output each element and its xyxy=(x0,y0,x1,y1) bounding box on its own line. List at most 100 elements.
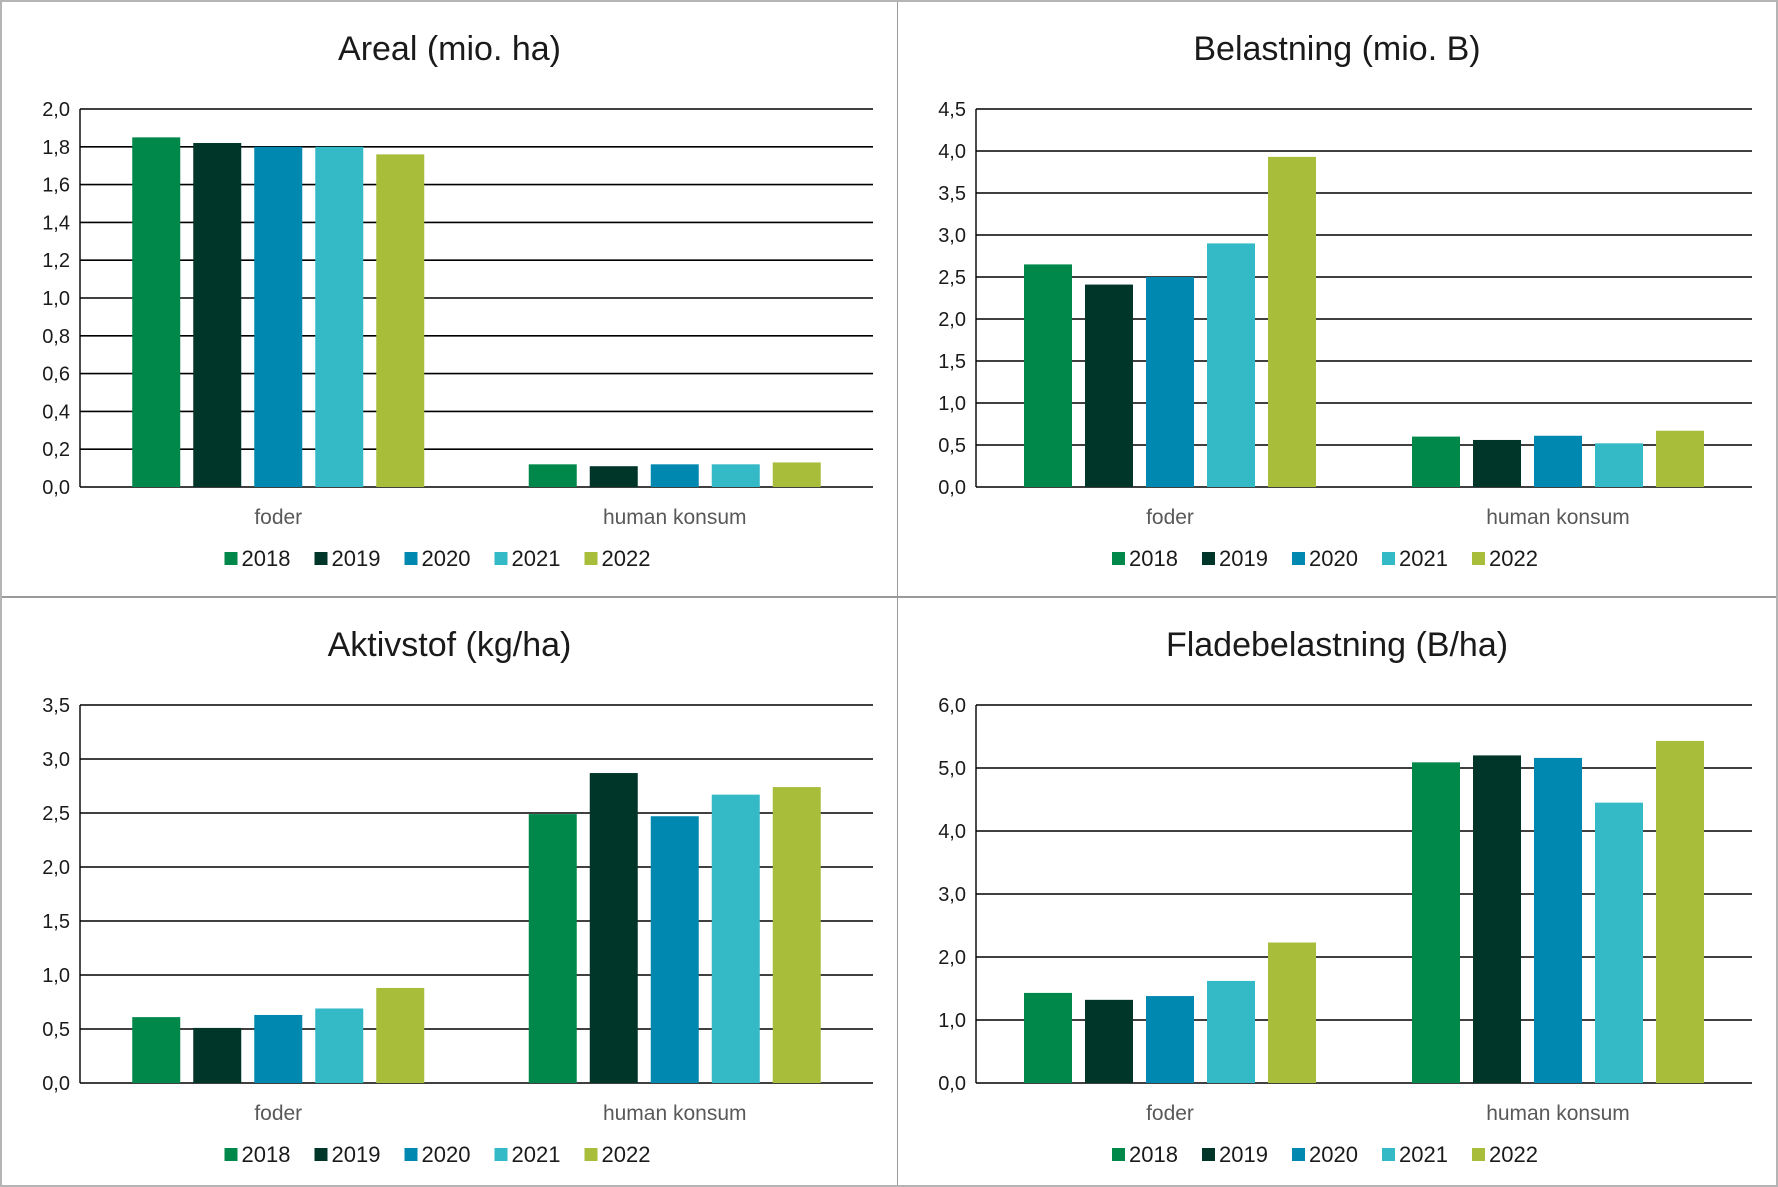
bar xyxy=(1412,762,1460,1083)
legend-swatch xyxy=(404,552,418,565)
bar xyxy=(254,1014,303,1083)
legend-swatch xyxy=(1112,552,1125,565)
y-tick-label: 0,2 xyxy=(42,439,70,461)
legend-label: 2020 xyxy=(422,546,471,571)
y-tick-label: 4,0 xyxy=(938,141,966,163)
bar xyxy=(589,466,638,487)
y-tick-label: 6,0 xyxy=(938,695,966,717)
legend-swatch xyxy=(494,552,508,565)
y-tick-label: 5,0 xyxy=(938,758,966,780)
bar xyxy=(132,1017,181,1083)
legend-swatch xyxy=(584,1148,598,1161)
legend-swatch xyxy=(584,552,598,565)
y-tick-label: 1,0 xyxy=(938,1010,966,1032)
legend-swatch xyxy=(404,1148,418,1161)
bar xyxy=(254,146,303,488)
y-tick-label: 3,0 xyxy=(42,749,70,771)
y-tick-label: 1,2 xyxy=(42,250,70,272)
bar xyxy=(650,816,699,1083)
chart-title: Areal (mio. ha) xyxy=(338,30,561,68)
y-tick-label: 2,0 xyxy=(938,947,966,969)
y-tick-label: 0,0 xyxy=(42,1073,70,1095)
y-tick-label: 2,0 xyxy=(938,309,966,331)
bar xyxy=(1024,992,1072,1083)
bar xyxy=(528,464,577,487)
bar xyxy=(193,143,242,487)
bar xyxy=(376,154,425,488)
bar xyxy=(1656,430,1704,487)
legend-label: 2019 xyxy=(332,546,381,571)
legend-label: 2019 xyxy=(1219,546,1268,571)
y-tick-label: 0,0 xyxy=(938,1073,966,1095)
y-tick-label: 3,0 xyxy=(938,225,966,247)
legend-label: 2021 xyxy=(1399,1142,1448,1167)
x-category-label: human konsum xyxy=(1486,1102,1630,1125)
legend-label: 2019 xyxy=(332,1142,381,1167)
chart-panel-areal: Areal (mio. ha) 0,0 0,2 0,4 0,6 0,8 1,0 1,2 1,4… xyxy=(2,2,898,598)
bar xyxy=(132,137,181,487)
y-tick-label: 1,5 xyxy=(42,911,70,933)
bar xyxy=(1268,156,1316,487)
legend-swatch xyxy=(1292,1148,1305,1161)
legend-label: 2018 xyxy=(242,546,291,571)
bar xyxy=(1024,264,1072,487)
bar xyxy=(1146,277,1194,487)
x-category-label: human konsum xyxy=(603,506,747,529)
bar xyxy=(1473,439,1521,487)
legend-label: 2018 xyxy=(242,1142,291,1167)
legend-swatch xyxy=(1202,1148,1215,1161)
legend-label: 2020 xyxy=(422,1142,471,1167)
y-tick-label: 3,5 xyxy=(42,695,70,717)
bar xyxy=(1085,999,1133,1083)
bar xyxy=(711,464,760,487)
legend-label: 2020 xyxy=(1309,1142,1358,1167)
y-tick-label: 2,0 xyxy=(42,99,70,121)
chart-title: Belastning (mio. B) xyxy=(1193,30,1480,68)
x-category-label: human konsum xyxy=(603,1102,747,1125)
chart-belastning: Belastning (mio. B) 0,0 0,5 1,0 1,5 2,0 2,5 3,… xyxy=(938,30,1752,571)
y-tick-label: 0,5 xyxy=(42,1019,70,1041)
legend-label: 2018 xyxy=(1129,546,1178,571)
chart-aktivstof: Aktivstof (kg/ha) 0,0 0,5 1,0 1,5 2,0 2,5 3,0 3… xyxy=(42,626,873,1167)
y-tick-label: 3,0 xyxy=(938,884,966,906)
y-tick-label: 1,8 xyxy=(42,137,70,159)
legend-label: 2021 xyxy=(512,546,561,571)
bar xyxy=(1412,436,1460,487)
y-tick-label: 1,0 xyxy=(42,288,70,310)
y-tick-label: 4,5 xyxy=(938,99,966,121)
legend-swatch xyxy=(494,1148,508,1161)
bar xyxy=(1656,740,1704,1083)
y-tick-label: 3,5 xyxy=(938,183,966,205)
chart-panel-aktivstof: Aktivstof (kg/ha) 0,0 0,5 1,0 1,5 2,0 2,5 3,0 3… xyxy=(2,598,898,1185)
x-category-label: foder xyxy=(254,506,302,529)
legend-swatch xyxy=(1382,1148,1395,1161)
y-tick-label: 0,5 xyxy=(938,435,966,457)
y-tick-label: 2,5 xyxy=(42,803,70,825)
legend-label: 2021 xyxy=(512,1142,561,1167)
bar xyxy=(1268,942,1316,1083)
legend-swatch xyxy=(314,552,328,565)
legend-label: 2022 xyxy=(602,546,651,571)
legend-label: 2021 xyxy=(1399,546,1448,571)
legend-label: 2020 xyxy=(1309,546,1358,571)
bar xyxy=(315,146,364,488)
bar xyxy=(1595,802,1643,1083)
y-tick-label: 4,0 xyxy=(938,821,966,843)
bar xyxy=(711,794,760,1083)
bar xyxy=(1085,284,1133,487)
y-tick-label: 0,6 xyxy=(42,364,70,386)
bar xyxy=(1207,980,1255,1083)
y-tick-label: 1,0 xyxy=(938,393,966,415)
y-tick-label: 1,6 xyxy=(42,175,70,197)
legend-swatch xyxy=(224,552,238,565)
legend-label: 2022 xyxy=(1489,546,1538,571)
legend-label: 2022 xyxy=(1489,1142,1538,1167)
legend-swatch xyxy=(1292,552,1305,565)
bar xyxy=(772,787,821,1083)
y-tick-label: 1,5 xyxy=(938,351,966,373)
bar xyxy=(1595,443,1643,487)
y-tick-label: 0,8 xyxy=(42,326,70,348)
bar xyxy=(1534,435,1582,487)
legend-label: 2019 xyxy=(1219,1142,1268,1167)
